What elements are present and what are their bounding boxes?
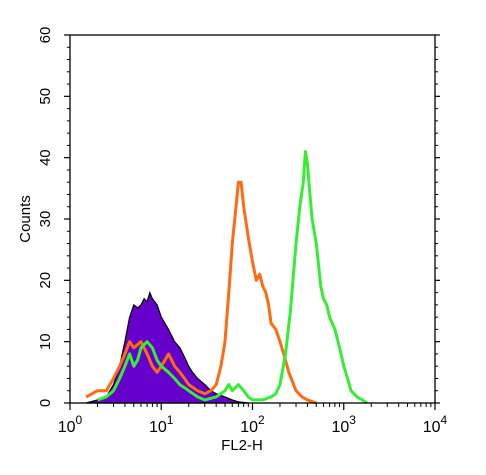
series-layer bbox=[85, 150, 368, 405]
series-1-line bbox=[85, 180, 317, 405]
y-tick-label: 30 bbox=[37, 211, 54, 228]
y-tick-label: 40 bbox=[37, 149, 54, 166]
x-axis: 100 101 102 103 104 bbox=[58, 403, 448, 436]
y-axis: 0 10 20 30 40 50 60 bbox=[37, 27, 440, 407]
x-tick-label: 101 bbox=[149, 413, 174, 436]
series-0-filled-histogram bbox=[85, 290, 249, 404]
x-tick-label: 102 bbox=[240, 413, 265, 436]
y-tick-label: 20 bbox=[37, 272, 54, 289]
y-tick-label: 50 bbox=[37, 88, 54, 105]
x-tick-label: 103 bbox=[332, 413, 357, 436]
series-2-line bbox=[97, 150, 368, 405]
y-tick-label: 10 bbox=[37, 333, 54, 350]
x-axis-title: FL2-H bbox=[221, 437, 263, 454]
y-tick-label: 60 bbox=[37, 27, 54, 44]
x-tick-label: 100 bbox=[58, 413, 83, 436]
y-tick-label: 0 bbox=[37, 399, 54, 407]
y-axis-title: Counts bbox=[17, 195, 34, 243]
x-tick-label: 104 bbox=[423, 413, 448, 436]
